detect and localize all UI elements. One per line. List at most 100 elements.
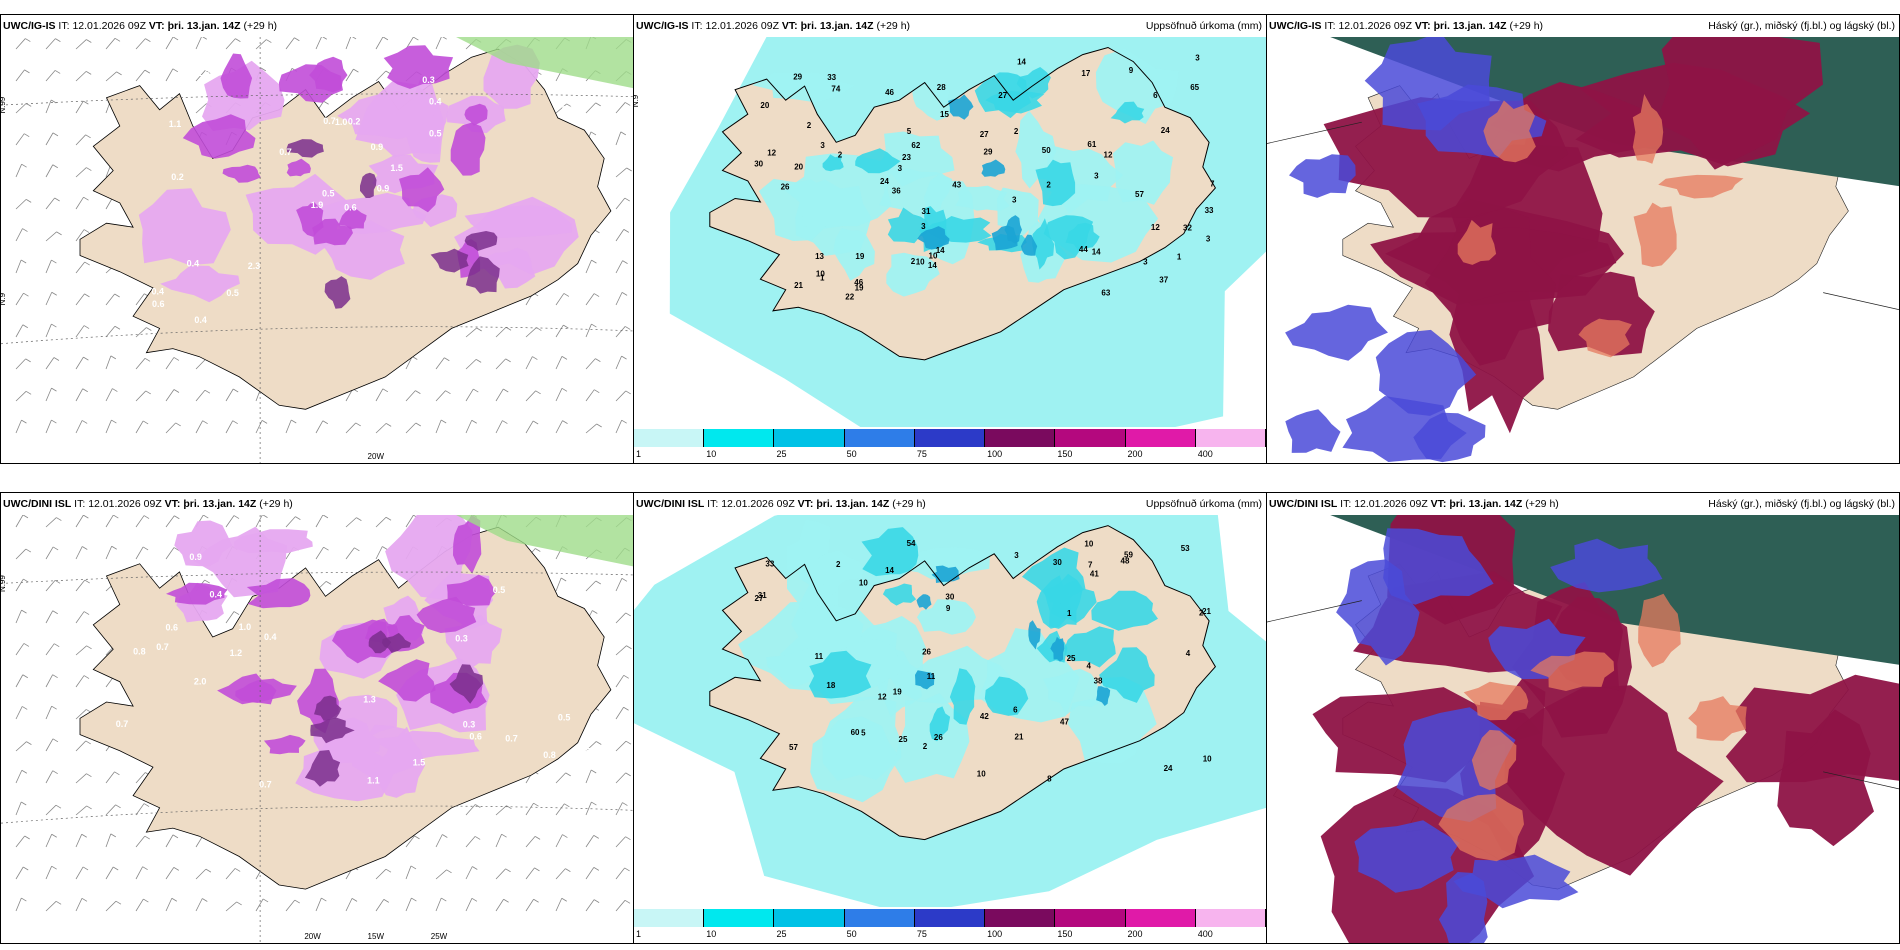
precip-field-mid bbox=[929, 706, 951, 742]
value-label: 33 bbox=[827, 73, 836, 82]
colorbar-tick-label: 200 bbox=[1127, 929, 1143, 939]
value-label: 9 bbox=[946, 604, 951, 613]
wind-barb bbox=[15, 228, 23, 242]
value-label: 0.5 bbox=[558, 713, 571, 723]
wind-barb bbox=[15, 199, 27, 210]
value-label: 14 bbox=[936, 246, 945, 255]
wind-barb bbox=[75, 546, 83, 560]
value-label: 2 bbox=[838, 151, 843, 160]
value-label: 30 bbox=[1053, 558, 1062, 567]
value-label: 3 bbox=[898, 164, 903, 173]
wind-barb bbox=[525, 327, 537, 338]
value-label: 42 bbox=[980, 712, 989, 721]
wind-barb bbox=[45, 164, 54, 178]
wind-barb bbox=[75, 675, 85, 688]
wind-barb bbox=[105, 546, 113, 560]
wind-barb bbox=[204, 70, 211, 74]
wind-barb bbox=[105, 293, 115, 306]
wind-barb bbox=[596, 423, 602, 428]
wind-barb bbox=[135, 866, 143, 880]
wind-barb bbox=[105, 38, 116, 50]
value-label: 1 bbox=[820, 273, 825, 282]
colorbar-tick-label: 75 bbox=[916, 449, 927, 459]
wind-barb bbox=[75, 261, 86, 274]
colorbar: 1 10 25 50 75 100 150 200 400 bbox=[634, 427, 1266, 463]
colorbar-swatch bbox=[1125, 909, 1196, 927]
wind-barb bbox=[555, 803, 565, 816]
wind-barb bbox=[465, 327, 477, 338]
wind-barb bbox=[45, 99, 52, 114]
wind-barb bbox=[165, 547, 175, 560]
panel-header: UWC/DINI ISL IT: 12.01.2026 09Z VT: þri.… bbox=[3, 498, 293, 510]
wind-barb bbox=[593, 867, 600, 871]
precip-field-light bbox=[784, 153, 892, 227]
wind-barb bbox=[555, 868, 566, 880]
wind-barb bbox=[15, 324, 24, 338]
wind-barb bbox=[195, 898, 203, 912]
wind-barb bbox=[594, 389, 600, 394]
colorbar-swatch bbox=[634, 429, 705, 447]
wind-barb bbox=[435, 36, 443, 50]
wind-barb bbox=[204, 579, 210, 584]
value-label: 21 bbox=[1202, 607, 1211, 616]
value-label: 17 bbox=[1081, 69, 1090, 78]
wind-barb bbox=[172, 834, 179, 839]
wind-barb bbox=[83, 196, 89, 201]
precip-field-heavy bbox=[915, 670, 935, 690]
wind-barb bbox=[615, 900, 626, 912]
wind-barb bbox=[25, 199, 32, 203]
wind-barb bbox=[173, 547, 180, 551]
wind-barb bbox=[585, 769, 592, 784]
wind-barb bbox=[563, 293, 570, 297]
wind-barb bbox=[52, 610, 58, 615]
value-label: 0.5 bbox=[429, 129, 442, 139]
wind-barb bbox=[615, 802, 623, 816]
wind-barb bbox=[75, 420, 83, 434]
wind-barb bbox=[375, 388, 384, 402]
precip-field-light bbox=[889, 645, 1011, 704]
wind-barb bbox=[84, 579, 90, 584]
wind-barb bbox=[414, 835, 420, 840]
wind-barb bbox=[15, 259, 22, 274]
wind-barb bbox=[201, 35, 207, 40]
wind-barb bbox=[15, 292, 24, 306]
wind-barb bbox=[45, 901, 57, 912]
wind-barb bbox=[142, 420, 149, 425]
wind-barb bbox=[534, 836, 541, 840]
panel-precip-igis: UWC/IG-IS IT: 12.01.2026 09Z VT: þri. 13… bbox=[633, 14, 1267, 464]
snow-field-heavy bbox=[304, 750, 341, 787]
wind-barb bbox=[105, 325, 116, 338]
precip-field-heavy bbox=[981, 159, 1006, 177]
value-label: 1.1 bbox=[367, 776, 380, 786]
wind-barb bbox=[45, 38, 56, 50]
wind-barb bbox=[105, 355, 112, 370]
wind-barb bbox=[135, 546, 144, 560]
wind-barb bbox=[585, 293, 595, 306]
value-label: 0.6 bbox=[166, 622, 179, 632]
wind-barb bbox=[75, 388, 84, 402]
precip-field-mid bbox=[949, 668, 976, 725]
wind-barb bbox=[255, 420, 263, 434]
wind-barb bbox=[45, 517, 57, 528]
wind-barb bbox=[615, 707, 624, 720]
colorbar-swatch bbox=[704, 429, 775, 447]
value-label: 10 bbox=[929, 252, 938, 261]
wind-barb bbox=[561, 897, 567, 902]
value-label: 54 bbox=[907, 539, 916, 548]
wind-barb bbox=[195, 36, 203, 50]
wind-barb bbox=[105, 514, 114, 528]
wind-barb bbox=[204, 389, 211, 394]
wind-barb bbox=[45, 132, 54, 146]
wind-barb bbox=[165, 834, 174, 848]
wind-barb bbox=[405, 356, 413, 370]
value-label: 0.9 bbox=[377, 183, 390, 193]
wind-barb bbox=[595, 358, 601, 362]
snow-map: 0.6 1.1 0.5 0.4 1.5 2.3 0.3 0.2 0.4 0.9 1.6 0.5 0.2 0… bbox=[1, 35, 633, 463]
wind-barb bbox=[626, 167, 632, 172]
wind-barb bbox=[236, 901, 242, 906]
value-label: 0.6 bbox=[152, 299, 165, 309]
value-label: 12 bbox=[1151, 223, 1160, 232]
wind-barb bbox=[625, 772, 631, 777]
wind-barb bbox=[593, 835, 599, 839]
wind-barb bbox=[255, 39, 267, 50]
